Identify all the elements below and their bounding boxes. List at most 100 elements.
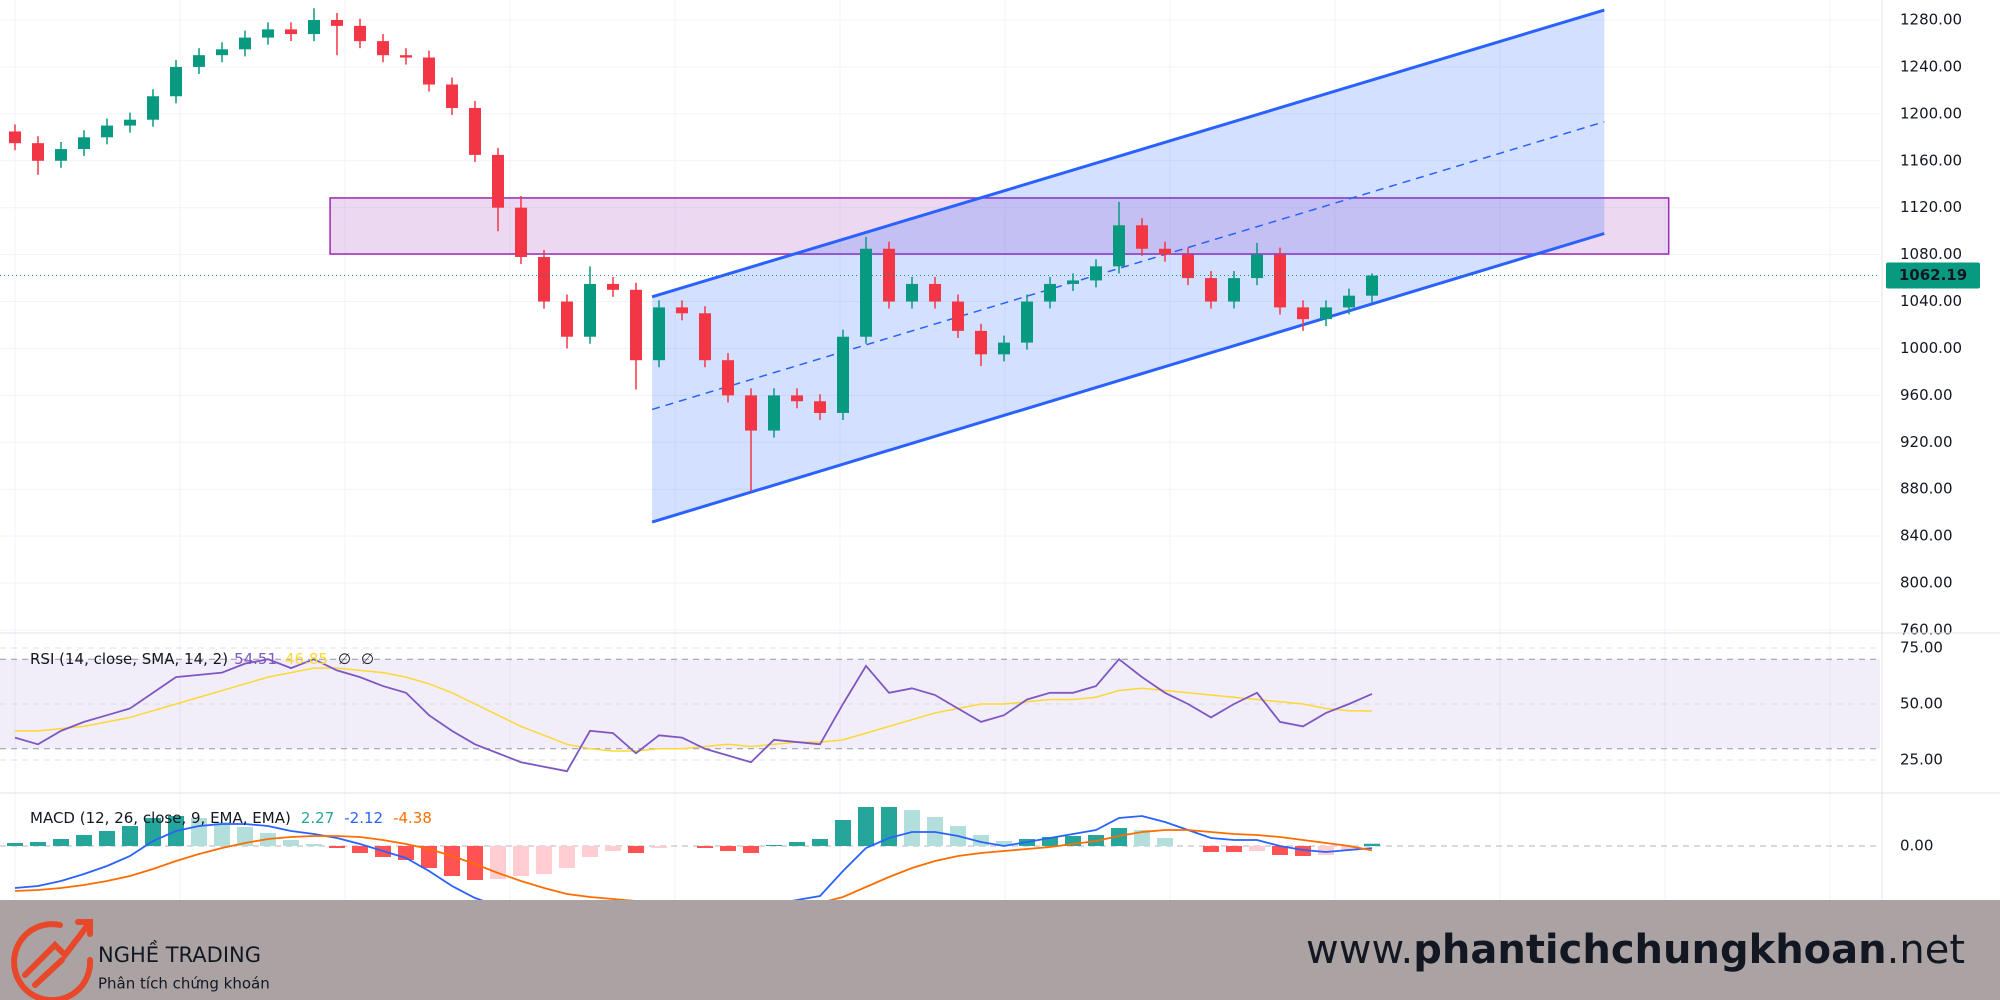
candle-body <box>1021 301 1033 343</box>
macd-histogram-bar <box>1249 846 1265 851</box>
y-tick-label: 960.00 <box>1900 386 1953 404</box>
candle-body <box>1297 307 1309 320</box>
rsi-extra: ∅ <box>361 650 374 668</box>
last-price-box <box>1886 262 1980 289</box>
candle-body <box>193 55 205 67</box>
macd-histogram-bar <box>214 822 230 846</box>
macd-histogram-bar <box>766 845 782 846</box>
candle-body <box>653 307 665 361</box>
candle-body <box>1159 248 1171 255</box>
y-tick-label: 1080.00 <box>1900 245 1962 263</box>
macd-legend: MACD (12, 26, close, 9, EMA, EMA) 2.27 -2.… <box>30 809 432 827</box>
macd-histogram-bar <box>1065 836 1081 846</box>
footer-band <box>0 900 2000 1000</box>
candle-body <box>1113 225 1125 267</box>
candle-body <box>400 55 412 58</box>
macd-histogram-bar <box>7 843 23 846</box>
candle-body <box>1044 283 1056 302</box>
macd-histogram-bar <box>444 846 460 876</box>
rsi-line <box>14 657 1373 773</box>
candle-body <box>768 395 780 431</box>
candle-body <box>814 401 826 413</box>
rsi-sma-value: 46.85 <box>285 650 328 668</box>
candle-body <box>975 330 987 355</box>
candle-body <box>837 336 849 413</box>
resistance-zone <box>329 197 1670 255</box>
y-tick-label: 880.00 <box>1900 480 1953 498</box>
channel-midline <box>651 121 1605 411</box>
macd-histogram-bar <box>467 846 483 880</box>
candle-body <box>1205 278 1217 302</box>
logo-arrowhead <box>75 919 93 937</box>
candle-body <box>584 283 596 337</box>
candle-body <box>745 395 757 431</box>
rsi-tick-label: 50.00 <box>1900 694 1943 712</box>
candle-body <box>860 248 872 337</box>
candle-body <box>607 283 619 290</box>
macd-histogram-bar <box>651 846 667 848</box>
candle-body <box>538 256 550 302</box>
macd-histogram-bar <box>283 840 299 846</box>
candle-body <box>1274 254 1286 308</box>
candle-body <box>1090 266 1102 281</box>
candle-body <box>446 84 458 108</box>
candle-body <box>1067 280 1079 284</box>
candle-body <box>630 289 642 361</box>
macd-histogram-bar <box>789 842 805 846</box>
macd-histogram-bar <box>605 846 621 851</box>
candle-body <box>216 49 228 56</box>
macd-histogram-bar <box>1157 838 1173 846</box>
tagline: Phân tích chứng khoán <box>98 975 270 993</box>
y-tick-label: 1280.00 <box>1900 11 1962 29</box>
macd-value: -2.12 <box>344 809 383 827</box>
y-tick-label: 1000.00 <box>1900 339 1962 357</box>
candle-body <box>32 143 44 161</box>
rsi-value: 54.51 <box>234 650 277 668</box>
macd-histogram-bar <box>904 810 920 846</box>
rsi-tick-label: 75.00 <box>1900 638 1943 656</box>
macd-histogram-bar <box>1042 837 1058 846</box>
url-part: www. <box>1306 927 1413 973</box>
macd-histogram-bar <box>1341 846 1357 850</box>
candle-body <box>492 154 504 208</box>
y-tick-label: 800.00 <box>1900 574 1953 592</box>
macd-signal-value: -4.38 <box>393 809 432 827</box>
y-tick-label: 1120.00 <box>1900 198 1962 216</box>
macd-histogram-bar <box>996 841 1012 846</box>
candle-body <box>515 207 527 257</box>
rsi-tick-label: 25.00 <box>1900 750 1943 768</box>
macd-histogram-bar <box>559 846 575 868</box>
rsi-title: RSI (14, close, SMA, 14, 2) <box>30 650 228 668</box>
macd-histogram-bar <box>536 846 552 874</box>
macd-histogram-bar <box>1318 846 1334 855</box>
candle-body <box>676 307 688 314</box>
macd-histogram-bar <box>858 807 874 846</box>
macd-histogram-bar <box>53 839 69 846</box>
macd-histogram-bar <box>743 846 759 853</box>
candle-body <box>9 131 21 144</box>
candle-body <box>1228 278 1240 302</box>
macd-histogram-bar <box>76 835 92 846</box>
macd-histogram-bar <box>1272 846 1288 855</box>
footer: NGHỀ TRADING Phân tích chứng khoán www.p… <box>0 900 2000 1000</box>
candle-body <box>262 29 274 38</box>
macd-histogram-bar <box>352 846 368 853</box>
macd-histogram-bar <box>973 835 989 846</box>
macd-histogram-bar <box>1226 846 1242 852</box>
candle-body <box>101 125 113 138</box>
y-tick-label: 1200.00 <box>1900 104 1962 122</box>
candle-body <box>791 395 803 402</box>
candle-body <box>377 41 389 56</box>
candle-body <box>308 20 320 35</box>
macd-histogram-bar <box>513 846 529 876</box>
macd-histogram-bar <box>1364 843 1380 846</box>
candle-body <box>147 96 159 120</box>
url-part: .net <box>1887 927 1965 973</box>
macd-histogram-bar <box>1134 830 1150 846</box>
candle-body <box>561 301 573 337</box>
macd-histogram-bar <box>99 831 115 846</box>
rsi-extra: ∅ <box>338 650 351 668</box>
logo-arrow <box>22 922 91 978</box>
